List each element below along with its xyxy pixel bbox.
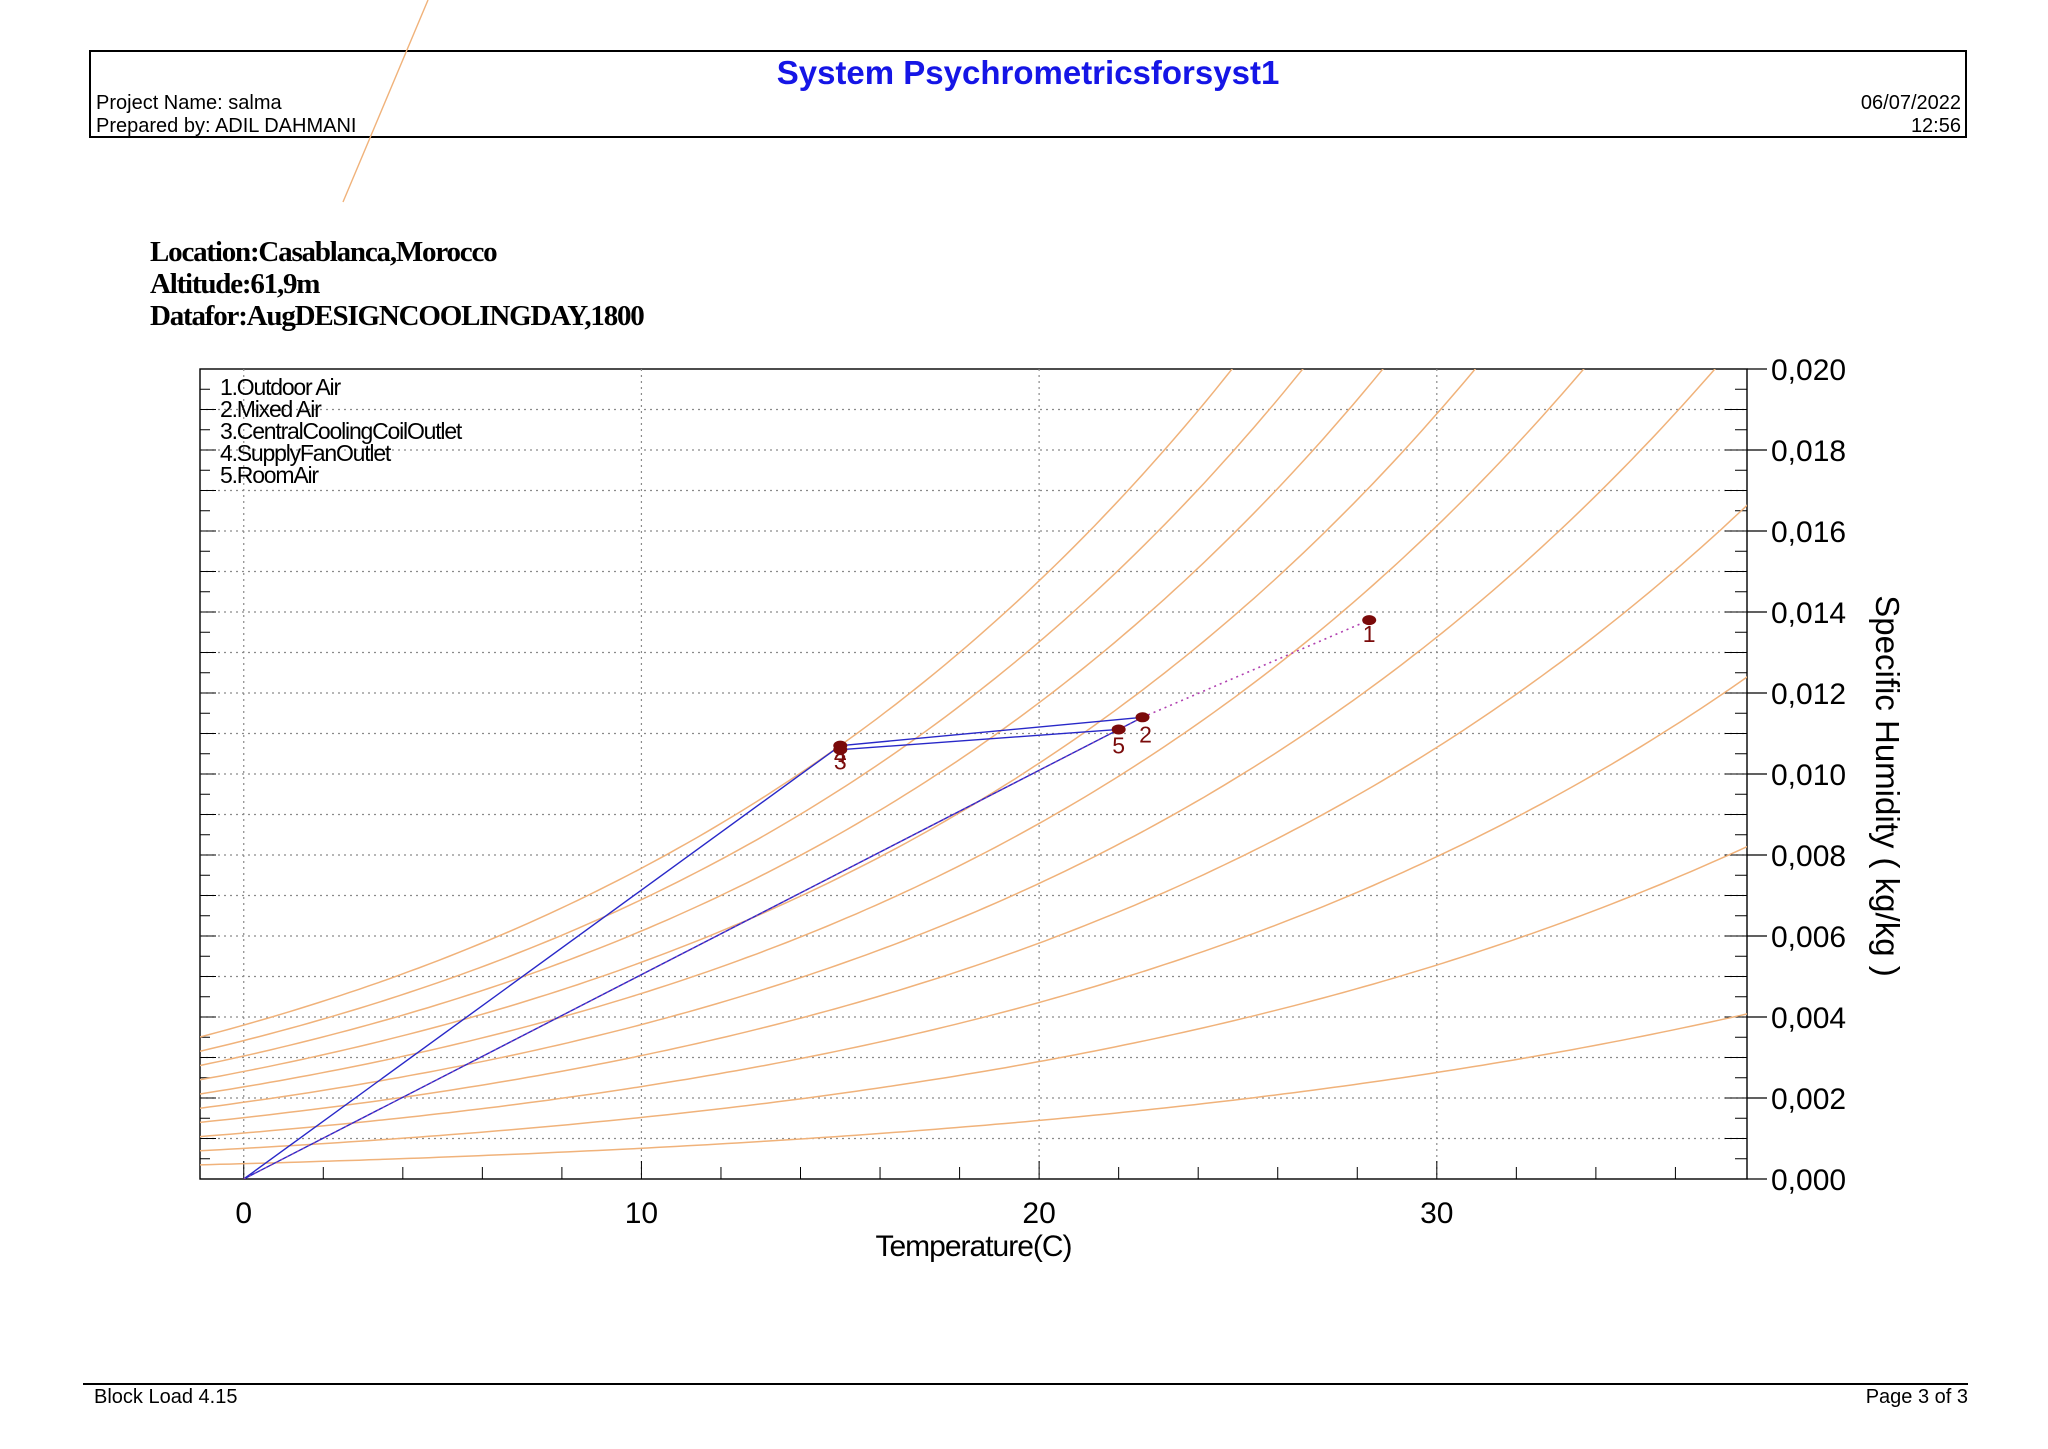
grid-layer: [200, 369, 1747, 1179]
footer-rule: [83, 1383, 1968, 1385]
y-tick-label: 0,000: [1771, 1164, 1846, 1197]
legend-entry: 5.RoomAir: [220, 462, 319, 488]
rh-curve: [200, 369, 1384, 1067]
process-lines: [243, 619, 1370, 1179]
x-tick-label: 20: [1022, 1197, 1055, 1230]
rh-curve: [200, 369, 1477, 1081]
rh-curve: [200, 369, 1716, 1109]
x-axis-label: Temperature(C): [875, 1230, 1071, 1263]
y-axis-label: Specific Humidity ( kg/kg ): [1869, 595, 1906, 976]
legend-entry: 3.CentralCoolingCoilOutlet: [220, 418, 463, 444]
project-name: Project Name: salma: [96, 92, 282, 114]
process-line-4-5: [840, 728, 1119, 751]
x-tick-label: 30: [1420, 1197, 1453, 1230]
rh-curve: [200, 1013, 1747, 1166]
location-line: Location:Casablanca,Morocco: [150, 236, 498, 268]
axis-layer: 0 10 20 30 0,000 0,002 0,004 0,006 0,008 0,010 0,0…: [235, 354, 1906, 1263]
state-point-label-2: 2: [1139, 721, 1152, 747]
mixing-line-dotted: [1142, 619, 1370, 719]
report-title: System Psychrometricsforsyst1: [776, 54, 1280, 91]
state-point-1: [1362, 615, 1377, 626]
y-tick-label: 0,010: [1771, 759, 1846, 792]
state-point-label-5: 5: [1112, 732, 1125, 758]
rh-curves: [200, 369, 1747, 1166]
process-line-3-2: [840, 716, 1143, 747]
rh-curve: [200, 369, 1234, 1038]
legend-entry: 1.Outdoor Air: [220, 374, 341, 400]
rh-curve: [200, 369, 1304, 1053]
footer-page-number: Page 3 of 3: [1865, 1386, 1968, 1408]
rh-curve: [200, 369, 1585, 1095]
state-points: 1 2 34 5: [833, 615, 1377, 775]
state-point-label-4: 4: [834, 743, 847, 769]
data-for-line: Datafor:AugDESIGNCOOLINGDAY,1800: [150, 300, 645, 332]
rh-curve: [200, 504, 1747, 1124]
report-date: 06/07/2022: [1860, 92, 1961, 114]
y-tick-label: 0,012: [1771, 678, 1846, 711]
minor-ticks: [200, 368, 1767, 1180]
shr-line-coil: [243, 745, 841, 1179]
y-tick-label: 0,016: [1771, 516, 1846, 549]
state-point-label-3: 3: [834, 749, 847, 775]
legend-entry: 4.SupplyFanOutlet: [220, 440, 392, 466]
state-point-5: [1111, 724, 1126, 735]
y-tick-label: 0,020: [1771, 354, 1846, 387]
state-point-label-1: 1: [1363, 621, 1376, 647]
legend-entry: 2.Mixed Air: [220, 396, 322, 422]
y-tick-label: 0,002: [1771, 1083, 1846, 1116]
report-header: System Psychrometricsforsyst1 Project Na…: [89, 50, 1967, 138]
y-tick-label: 0,006: [1771, 921, 1846, 954]
location-block: Location:Casablanca,Morocco Altitude:61,…: [150, 236, 645, 332]
state-point-4: [833, 744, 848, 755]
y-tick-label: 0,014: [1771, 597, 1846, 630]
y-tick-label: 0,004: [1771, 1002, 1846, 1035]
rh-curve: [200, 845, 1747, 1152]
rh-curve: [200, 676, 1747, 1138]
prepared-by: Prepared by: ADIL DAHMANI: [96, 115, 357, 137]
stray-line: [342, 0, 429, 203]
mixing-line-extended: [243, 716, 1143, 1179]
shr-line-room: [243, 728, 1119, 1179]
y-tick-label: 0,018: [1771, 435, 1846, 468]
report-time: 12:56: [1910, 115, 1961, 137]
y-tick-label: 0,008: [1771, 840, 1846, 873]
footer-software: Block Load 4.15: [94, 1386, 238, 1408]
state-point-2: [1135, 712, 1150, 723]
x-tick-label: 0: [235, 1197, 252, 1230]
altitude-line: Altitude:61,9m: [150, 268, 320, 300]
x-tick-label: 10: [625, 1197, 658, 1230]
